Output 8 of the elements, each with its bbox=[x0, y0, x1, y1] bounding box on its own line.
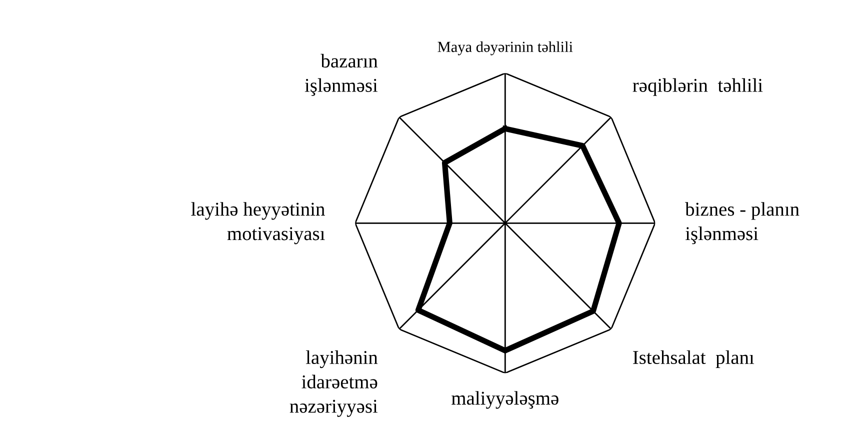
spoke-label: rəqiblərin təhlili bbox=[632, 78, 763, 96]
spoke-label: biznes - planın işlənməsi bbox=[685, 202, 800, 244]
spoke-label: Maya dəyərinin təhlili bbox=[438, 41, 573, 56]
spoke-label: bazarın işlənməsi bbox=[304, 54, 378, 96]
spoke-label: layihənin idarəetmə nəzəriyyəsi bbox=[290, 350, 378, 417]
spoke-label: maliyyələşmə bbox=[452, 391, 558, 409]
spoke-label: layihə heyyətinin motivasiyası bbox=[191, 202, 325, 244]
spoke-label: Istehsalat planı bbox=[633, 350, 754, 368]
